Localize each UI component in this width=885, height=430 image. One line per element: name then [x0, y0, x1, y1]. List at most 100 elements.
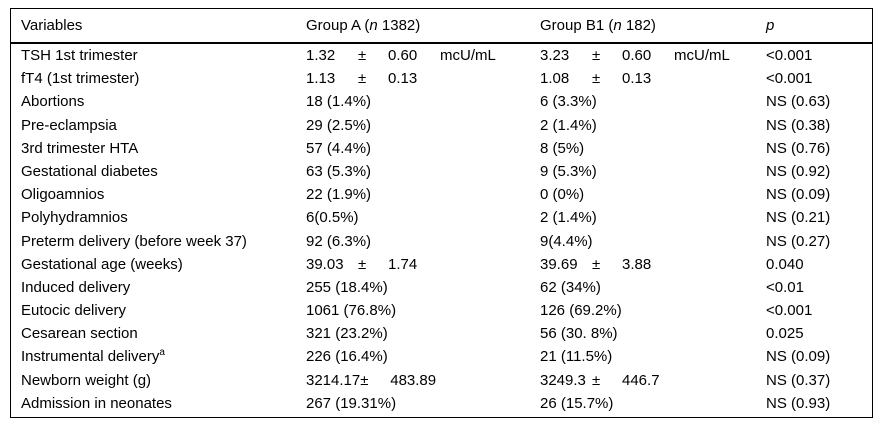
variable-label: Gestational diabetes	[21, 162, 158, 180]
cell-group-b1: 56 (30. 8%)	[540, 325, 618, 343]
table-row: fT4 (1st trimester) 1.13 ±0.13 1.08 ±0.13 <0.…	[11, 67, 872, 90]
cell-group-b1: 62 (34%)	[540, 278, 601, 296]
superscript-note: a	[159, 347, 165, 359]
variable-label: Induced delivery	[21, 278, 131, 296]
cell-group-b1: 9 (5.3%)	[540, 162, 597, 180]
cell-group-a: 267 (19.31%)	[306, 394, 397, 412]
cell-p-value: NS (0.21)	[766, 209, 831, 227]
cell-group-b1: 3249.3 ±446.7	[540, 369, 766, 392]
variable-label: Admission in neonates	[21, 394, 172, 412]
cell-group-a: 18 (1.4%)	[306, 93, 372, 111]
variable-label: Gestational age (weeks)	[21, 255, 183, 273]
cell-variable: Preterm delivery (before week 37)	[21, 230, 306, 253]
variable-label: Oligoamnios	[21, 186, 105, 204]
plus-minus-symbol: ±	[592, 255, 601, 273]
cell-p-value: <0.001	[766, 302, 813, 320]
cell-p-value: NS (0.92)	[766, 162, 831, 180]
cell-variable: Newborn weight (g)	[21, 369, 306, 392]
cell-p-value: NS (0.76)	[766, 139, 831, 157]
variable-label: Newborn weight (g)	[21, 371, 152, 389]
header-variables: Variables	[21, 17, 306, 34]
cell-group-b1: 9(4.4%)	[540, 232, 593, 250]
header-group-a: Group A (n 1382)	[306, 17, 540, 34]
table-row: Gestational age (weeks) 39.03 ±1.74 39.69 ±3…	[11, 253, 872, 276]
cell-p-value: 0.040	[766, 255, 804, 273]
header-italic-text: n	[613, 17, 622, 34]
cell-variable: TSH 1st trimester	[21, 44, 306, 67]
mean-value: 1.13	[306, 70, 336, 88]
cell-p-value: NS (0.09)	[766, 186, 831, 204]
cell-group-a: 1.13 ±0.13	[306, 67, 540, 90]
cell-group-a: 6(0.5%)	[306, 209, 359, 227]
mean-value: 1.08	[540, 70, 570, 88]
cell-variable: Pre-eclampsia	[21, 114, 306, 137]
variable-label: TSH 1st trimester	[21, 47, 138, 64]
cell-group-a: 92 (6.3%)	[306, 232, 372, 250]
sd-value: 3.88	[622, 255, 652, 273]
table-row: Oligoamnios 22 (1.9%) 0 (0%) NS (0.09)	[11, 183, 872, 206]
cell-variable: Eutocic delivery	[21, 299, 306, 322]
cell-variable: Abortions	[21, 90, 306, 113]
cell-group-a: 3214.17± 483.89	[306, 369, 540, 392]
header-text: Group A (	[306, 17, 370, 34]
cell-group-b1: 2 (1.4%)	[540, 116, 597, 134]
cell-group-a: 1.32 ±0.60 mcU/mL	[306, 44, 540, 67]
plus-minus-symbol: ±	[592, 371, 601, 389]
table-row: Pre-eclampsia 29 (2.5%) 2 (1.4%) NS (0.38)	[11, 114, 872, 137]
plus-minus-symbol: ±	[592, 47, 601, 64]
header-group-b1: Group B1 (n 182)	[540, 17, 766, 34]
mean-value: 1.32	[306, 47, 336, 64]
sd-value: 483.89	[390, 371, 437, 389]
sd-value: 0.60	[388, 47, 418, 64]
sd-value: 0.60	[622, 47, 652, 64]
cell-group-b1: 21 (11.5%)	[540, 348, 613, 366]
table-row: Admission in neonates 267 (19.31%) 26 (15.…	[11, 392, 872, 415]
variable-label: fT4 (1st trimester)	[21, 70, 140, 88]
cell-group-b1: 8 (5%)	[540, 139, 585, 157]
plus-minus-symbol: ±	[360, 371, 369, 389]
header-text: Variables	[21, 17, 83, 34]
variable-label: 3rd trimester HTA	[21, 139, 139, 157]
cell-group-b1: 126 (69.2%)	[540, 302, 622, 320]
cell-p-value: NS (0.37)	[766, 371, 831, 389]
cell-group-b1: 26 (15.7%)	[540, 394, 614, 412]
mean-value: 3.23	[540, 47, 570, 64]
cell-group-a: 29 (2.5%)	[306, 116, 372, 134]
cell-group-a: 226 (16.4%)	[306, 348, 388, 366]
cell-p-value: NS (0.38)	[766, 116, 831, 134]
header-italic-text: n	[369, 17, 378, 34]
cell-group-b1: 39.69 ±3.88	[540, 253, 766, 276]
unit-label: mcU/mL	[440, 47, 496, 64]
cell-p-value: <0.01	[766, 278, 804, 296]
table-row: Induced delivery 255 (18.4%) 62 (34%) <0.01	[11, 276, 872, 299]
plus-minus-symbol: ±	[592, 70, 601, 88]
cell-p-value: NS (0.09)	[766, 348, 831, 366]
mean-value: 3249.3	[540, 371, 586, 389]
cell-group-a: 39.03 ±1.74	[306, 253, 540, 276]
variable-label: Preterm delivery (before week 37)	[21, 232, 247, 250]
mean-value: 39.69	[540, 255, 578, 273]
cell-group-b1: 1.08 ±0.13	[540, 67, 766, 90]
sd-value: 1.74	[388, 255, 418, 273]
cell-variable: Polyhydramnios	[21, 206, 306, 229]
table-row: Polyhydramnios 6(0.5%) 2 (1.4%) NS (0.21)	[11, 206, 872, 229]
mean-value: 39.03	[306, 255, 344, 273]
table-header-row: Variables Group A (n 1382) Group B1 (n 182…	[11, 9, 872, 44]
variable-label: Cesarean section	[21, 325, 138, 343]
plus-minus-symbol: ±	[358, 47, 367, 64]
cell-group-a: 63 (5.3%)	[306, 162, 372, 180]
table-row: TSH 1st trimester 1.32 ±0.60 mcU/mL 3.23 ±0.6…	[11, 44, 872, 67]
cell-group-b1: 6 (3.3%)	[540, 93, 597, 111]
header-text: Group B1 (	[540, 17, 614, 34]
cell-p-value: <0.001	[766, 47, 813, 64]
cell-p-value: NS (0.63)	[766, 93, 831, 111]
cell-group-a: 1061 (76.8%)	[306, 302, 397, 320]
cell-variable: Instrumental deliverya	[21, 345, 306, 368]
cell-group-b1: 3.23 ±0.60 mcU/mL	[540, 44, 766, 67]
table-row: Instrumental deliverya 226 (16.4%) 21 (11.…	[11, 345, 872, 368]
variable-label: Polyhydramnios	[21, 209, 128, 227]
unit-label: mcU/mL	[674, 47, 730, 64]
table-row: Eutocic delivery 1061 (76.8%) 126 (69.2%) <…	[11, 299, 872, 322]
variable-label: Instrumental delivery	[21, 348, 160, 366]
